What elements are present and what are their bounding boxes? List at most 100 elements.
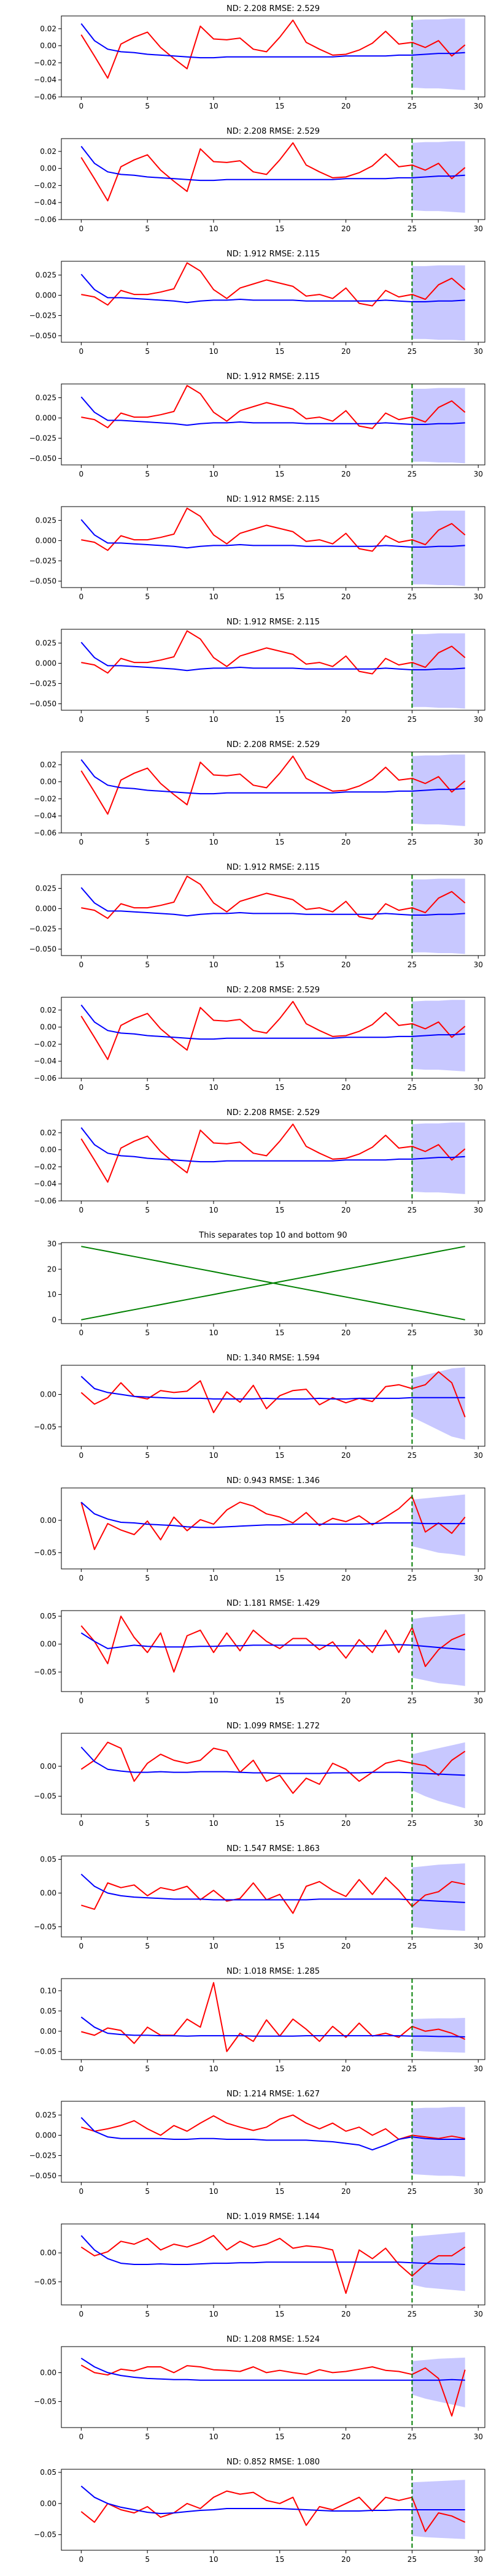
x-tick-label: 30 xyxy=(474,2555,483,2564)
actual-series-line xyxy=(81,385,466,429)
interval-band xyxy=(412,754,465,826)
x-tick-label: 0 xyxy=(79,2187,84,2196)
x-tick-label: 5 xyxy=(145,347,150,356)
x-tick-label: 30 xyxy=(474,1696,483,1705)
x-tick-label: 20 xyxy=(341,960,350,969)
actual-series-line xyxy=(80,1123,466,1183)
interval-band xyxy=(412,2232,465,2291)
y-tick-label: −0.04 xyxy=(34,75,56,84)
actual-series-line xyxy=(80,1741,466,1794)
interval-band xyxy=(412,510,465,586)
x-tick-label: 30 xyxy=(474,1451,483,1460)
x-tick-label: 0 xyxy=(79,224,84,233)
prediction-series-line xyxy=(80,2235,465,2265)
x-tick-label: 20 xyxy=(341,1696,350,1705)
x-tick-label: 25 xyxy=(408,224,417,233)
prediction-series-line xyxy=(80,1501,465,1528)
chart-panel-11: ND: 1.340 RMSE: 1.594 0 5 10 15 20 25 30 −0.05 0.… xyxy=(34,1354,485,1460)
x-tick-label: 0 xyxy=(79,1696,84,1705)
x-tick-label: 5 xyxy=(145,2432,150,2441)
y-tick-label: 0.00 xyxy=(40,1889,56,1898)
y-tick-label: −0.04 xyxy=(34,811,56,820)
chart-panel-7: ND: 1.912 RMSE: 2.115 0 5 10 15 20 25 30 −0.050 −… xyxy=(29,863,485,969)
x-tick-label: 30 xyxy=(474,838,483,846)
x-tick-label: 30 xyxy=(474,224,483,233)
plot-frame xyxy=(61,383,485,466)
y-tick-label: −0.050 xyxy=(29,331,56,340)
x-tick-label: 30 xyxy=(474,960,483,969)
x-tick-label: 25 xyxy=(408,347,417,356)
y-tick-label: 0.05 xyxy=(40,1855,56,1864)
x-tick-label: 25 xyxy=(408,592,417,601)
prediction-series-line xyxy=(80,1004,465,1040)
y-tick-label: −0.05 xyxy=(34,1792,56,1801)
series-line-1 xyxy=(81,1246,465,1321)
x-tick-label: 25 xyxy=(408,1574,417,1582)
x-tick-label: 0 xyxy=(79,2310,84,2318)
x-tick-label: 0 xyxy=(79,1083,84,1092)
x-tick-label: 20 xyxy=(341,2310,350,2318)
chart-title: ND: 2.208 RMSE: 2.529 xyxy=(226,740,320,749)
chart-title: ND: 1.912 RMSE: 2.115 xyxy=(226,863,320,872)
chart-title: ND: 0.852 RMSE: 1.080 xyxy=(226,2458,320,2467)
x-tick-label: 20 xyxy=(341,1451,350,1460)
chart-title: ND: 1.099 RMSE: 1.272 xyxy=(226,1722,320,1731)
y-tick-label: 0.000 xyxy=(36,659,56,667)
y-tick-label: 0.05 xyxy=(40,1612,56,1620)
y-tick-label: −0.05 xyxy=(34,2531,56,2539)
x-tick-label: 5 xyxy=(145,960,150,969)
x-tick-label: 10 xyxy=(209,224,218,233)
x-tick-label: 30 xyxy=(474,1819,483,1828)
y-tick-label: −0.050 xyxy=(29,2171,56,2180)
chart-title: ND: 1.912 RMSE: 2.115 xyxy=(226,250,320,259)
x-tick-label: 10 xyxy=(209,838,218,846)
interval-band xyxy=(412,388,465,464)
x-tick-label: 0 xyxy=(79,2432,84,2441)
chart-panel-0: ND: 2.208 RMSE: 2.529 0 5 10 15 20 25 30 −0.06 −0… xyxy=(34,4,485,110)
x-tick-label: 30 xyxy=(474,2310,483,2318)
x-tick-label: 10 xyxy=(209,2555,218,2564)
plot-frame xyxy=(61,1978,485,2060)
chart-title: ND: 1.340 RMSE: 1.594 xyxy=(226,1354,320,1363)
x-tick-label: 15 xyxy=(275,2310,284,2318)
y-tick-label: 0.00 xyxy=(40,1516,56,1525)
x-tick-label: 5 xyxy=(145,1083,150,1092)
x-tick-label: 20 xyxy=(341,838,350,846)
actual-series-line xyxy=(80,1371,466,1417)
y-tick-label: 0.000 xyxy=(36,904,56,913)
chart-panel-17: ND: 1.214 RMSE: 1.627 0 5 10 15 20 25 30 −0.050 −… xyxy=(29,2090,485,2196)
x-tick-label: 30 xyxy=(474,715,483,724)
x-tick-label: 10 xyxy=(209,1696,218,1705)
plot-frame xyxy=(61,15,485,98)
x-tick-label: 5 xyxy=(145,1451,150,1460)
x-tick-label: 20 xyxy=(341,1942,350,1950)
x-tick-label: 20 xyxy=(341,1206,350,1214)
prediction-series-line xyxy=(80,2358,465,2381)
chart-panel-20: ND: 0.852 RMSE: 1.080 0 5 10 15 20 25 30 −0.05 0.… xyxy=(34,2458,485,2564)
x-tick-label: 10 xyxy=(209,592,218,601)
x-tick-label: 5 xyxy=(145,1206,150,1214)
chart-title: ND: 1.019 RMSE: 1.144 xyxy=(226,2212,320,2221)
x-tick-label: 10 xyxy=(209,1819,218,1828)
x-tick-label: 0 xyxy=(79,102,84,110)
interval-band xyxy=(412,633,465,709)
prediction-series-line xyxy=(80,274,465,304)
x-tick-label: 10 xyxy=(209,1942,218,1950)
x-tick-label: 5 xyxy=(145,1328,150,1337)
x-tick-label: 20 xyxy=(341,2555,350,2564)
y-tick-label: 0.02 xyxy=(40,147,56,156)
chart-title: ND: 2.208 RMSE: 2.529 xyxy=(226,4,320,13)
y-tick-label: 0.00 xyxy=(40,42,56,50)
x-tick-label: 25 xyxy=(408,102,417,110)
chart-title: ND: 1.208 RMSE: 1.524 xyxy=(226,2335,320,2344)
actual-series-line xyxy=(81,630,466,675)
prediction-series-line xyxy=(80,396,465,426)
y-tick-label: −0.04 xyxy=(34,1179,56,1188)
x-tick-label: 20 xyxy=(341,1819,350,1828)
x-tick-label: 20 xyxy=(341,224,350,233)
chart-panel-18: ND: 1.019 RMSE: 1.144 0 5 10 15 20 25 30 −0.05 0.… xyxy=(34,2212,485,2318)
y-tick-label: −0.025 xyxy=(29,434,56,442)
x-tick-label: 25 xyxy=(408,2310,417,2318)
x-tick-label: 0 xyxy=(79,1328,84,1337)
